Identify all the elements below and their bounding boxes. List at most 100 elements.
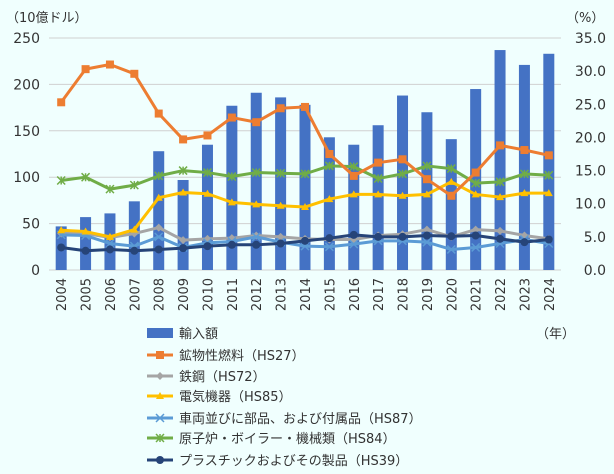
data-point bbox=[252, 200, 261, 208]
data-point bbox=[520, 146, 529, 155]
data-point bbox=[374, 232, 383, 241]
data-point bbox=[202, 168, 213, 178]
data-point bbox=[105, 60, 114, 69]
data-point bbox=[203, 131, 212, 140]
data-point bbox=[179, 236, 188, 245]
legend-marker bbox=[155, 433, 165, 443]
left-axis-label: （10億ドル） bbox=[6, 10, 88, 26]
right-tick-label: 25.0 bbox=[575, 97, 606, 113]
data-point bbox=[178, 166, 188, 176]
data-point bbox=[301, 102, 309, 111]
legend-marker bbox=[156, 372, 164, 380]
data-point bbox=[276, 104, 285, 113]
data-point bbox=[495, 177, 505, 187]
data-point bbox=[447, 232, 456, 241]
left-tick-label: 100 bbox=[13, 170, 40, 186]
data-point bbox=[496, 141, 505, 150]
data-point bbox=[252, 118, 261, 127]
data-point bbox=[81, 172, 91, 182]
right-tick-label: 35.0 bbox=[575, 31, 606, 47]
right-tick-label: 0.0 bbox=[584, 263, 606, 279]
data-point bbox=[422, 161, 432, 171]
data-point bbox=[105, 238, 115, 249]
data-point bbox=[325, 195, 334, 203]
legend-label: 車両並びに部品、および付属品（HS87） bbox=[179, 412, 422, 427]
right-tick-label: 20.0 bbox=[575, 130, 606, 146]
data-point bbox=[154, 245, 163, 254]
data-point bbox=[130, 246, 139, 255]
data-point bbox=[398, 155, 407, 164]
right-tick-label: 5.0 bbox=[584, 230, 606, 246]
data-point bbox=[227, 113, 236, 122]
legend-label: 鉱物性燃料（HS27） bbox=[179, 348, 305, 364]
x-tick-label: 2017 bbox=[372, 278, 387, 311]
left-tick-label: 50 bbox=[22, 217, 40, 233]
x-unit-label: （年） bbox=[536, 327, 575, 342]
data-point bbox=[324, 242, 334, 252]
x-tick-label: 2019 bbox=[421, 278, 436, 311]
data-point bbox=[422, 190, 431, 198]
bar-2005 bbox=[80, 217, 92, 270]
bar-2014 bbox=[299, 104, 311, 270]
series-2 bbox=[57, 177, 553, 240]
legend-label: 原子炉・ボイラー・機械類（HS84） bbox=[179, 432, 396, 447]
legend-swatch-bar bbox=[147, 328, 173, 338]
bar-2009 bbox=[177, 179, 189, 270]
data-point bbox=[276, 168, 286, 178]
data-point bbox=[496, 234, 505, 243]
data-point bbox=[227, 240, 236, 249]
data-point bbox=[374, 158, 383, 167]
x-tick-label: 2007 bbox=[128, 278, 143, 311]
bar-2015 bbox=[323, 137, 335, 270]
legend-label: 輸入額 bbox=[179, 327, 218, 342]
data-point bbox=[105, 184, 115, 194]
data-point bbox=[105, 232, 114, 240]
data-point bbox=[57, 98, 66, 107]
data-point bbox=[447, 191, 456, 200]
data-point bbox=[496, 193, 505, 201]
left-tick-label: 150 bbox=[13, 124, 40, 140]
bar-2012 bbox=[250, 92, 262, 270]
x-tick-label: 2015 bbox=[323, 278, 338, 311]
x-tick-label: 2018 bbox=[397, 278, 412, 311]
data-point bbox=[544, 235, 553, 244]
data-point bbox=[227, 198, 236, 206]
bar-2013 bbox=[275, 97, 287, 270]
data-point bbox=[129, 180, 139, 190]
data-point bbox=[276, 232, 285, 241]
data-point bbox=[227, 172, 237, 182]
data-point bbox=[203, 242, 212, 251]
data-point bbox=[81, 227, 90, 235]
data-point bbox=[374, 190, 383, 198]
legend-marker bbox=[156, 351, 164, 359]
bar-2010 bbox=[201, 144, 213, 270]
series-0 bbox=[57, 60, 553, 200]
data-point bbox=[81, 246, 90, 255]
data-point bbox=[471, 225, 480, 234]
bar-2006 bbox=[104, 213, 116, 270]
legend-label: 電気機器（HS85） bbox=[179, 389, 292, 405]
x-tick-label: 2004 bbox=[55, 278, 70, 311]
data-point bbox=[154, 223, 163, 232]
x-tick-label: 2005 bbox=[80, 278, 95, 311]
x-tick-label: 2014 bbox=[299, 278, 314, 311]
legend-marker bbox=[156, 456, 164, 464]
data-point bbox=[251, 232, 261, 242]
data-point bbox=[446, 164, 456, 174]
x-tick-label: 2010 bbox=[201, 278, 216, 311]
x-tick-label: 2021 bbox=[470, 278, 485, 311]
right-tick-label: 15.0 bbox=[575, 164, 606, 180]
data-point bbox=[276, 239, 285, 248]
x-tick-label: 2024 bbox=[543, 278, 558, 311]
data-point bbox=[203, 189, 212, 197]
x-tick-label: 2020 bbox=[445, 278, 460, 311]
x-tick-label: 2016 bbox=[348, 278, 363, 311]
data-point bbox=[422, 175, 431, 184]
data-point bbox=[544, 151, 553, 160]
x-tick-label: 2011 bbox=[226, 278, 241, 311]
data-point bbox=[57, 226, 66, 234]
x-tick-label: 2023 bbox=[518, 278, 533, 311]
data-point bbox=[496, 226, 505, 235]
